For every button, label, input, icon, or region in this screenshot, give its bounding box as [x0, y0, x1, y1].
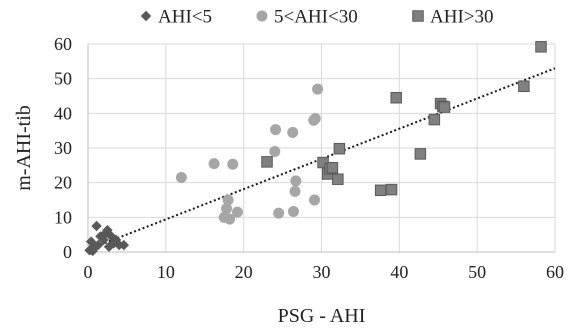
data-point [87, 245, 98, 257]
y-tick-label: 50 [54, 69, 72, 89]
y-tick-label: 20 [54, 173, 72, 193]
data-point [269, 145, 281, 157]
data-point [118, 239, 130, 251]
y-tick-label: 0 [63, 242, 72, 262]
data-point [221, 203, 233, 215]
legend-label: 5<AHI<30 [274, 7, 358, 28]
x-tick-label: 50 [468, 262, 486, 282]
x-tick-label: 10 [157, 262, 175, 282]
tick-labels: 0 10 20 30 40 50 60 0 10 20 30 40 50 60 [54, 34, 564, 282]
y-axis-title: m-AHI-tib [13, 105, 35, 191]
y-tick-label: 60 [54, 34, 72, 54]
series-1 [175, 83, 324, 225]
data-point [98, 234, 109, 246]
data-point [374, 184, 387, 197]
data-point [227, 158, 239, 170]
data-point [110, 234, 122, 246]
legend-marker-square-icon [412, 10, 424, 22]
data-point [290, 175, 302, 187]
data-point [273, 207, 285, 219]
data-point [326, 162, 339, 174]
data-point [208, 158, 220, 170]
data-point [106, 231, 117, 242]
series-0 [84, 220, 130, 257]
data-point [309, 113, 321, 125]
data-point [175, 171, 187, 183]
data-point [92, 239, 104, 251]
legend-label: AHI<5 [158, 7, 212, 28]
series-2 [261, 41, 547, 197]
data-point [270, 124, 282, 136]
axes [87, 44, 555, 253]
x-tick-label: 40 [390, 262, 408, 282]
data-point [414, 148, 427, 160]
data-point [224, 213, 236, 225]
x-tick-label: 30 [313, 262, 331, 282]
data-point [535, 41, 547, 53]
y-tick-label: 40 [54, 103, 72, 123]
data-point [332, 173, 344, 185]
data-point [231, 206, 243, 218]
data-point [438, 101, 451, 113]
data-point [385, 183, 398, 196]
grid [88, 43, 556, 252]
legend-label: AHI>30 [430, 7, 494, 28]
data-point [102, 224, 113, 236]
data-point [222, 194, 234, 206]
x-tick-label: 20 [235, 262, 253, 282]
data-point [333, 142, 346, 155]
x-tick-label: 0 [84, 262, 93, 282]
data-point [390, 91, 402, 104]
data-point [308, 194, 320, 206]
legend: AHI<5 5<AHI<30 AHI>30 [140, 7, 494, 28]
data-point [289, 185, 301, 197]
y-tick-label: 10 [54, 207, 72, 227]
legend-marker-diamond-icon [140, 10, 152, 22]
data-point [91, 220, 102, 232]
y-tick-label: 30 [54, 138, 72, 158]
x-tick-label: 60 [546, 262, 564, 282]
legend-marker-circle-icon [256, 10, 268, 22]
data-points [84, 41, 547, 257]
data-point [428, 113, 441, 126]
data-point [518, 80, 530, 93]
data-point [261, 156, 273, 168]
x-axis-title: PSG - AHI [278, 305, 366, 327]
data-point [287, 126, 299, 138]
data-point [287, 205, 299, 217]
data-point [312, 83, 324, 95]
